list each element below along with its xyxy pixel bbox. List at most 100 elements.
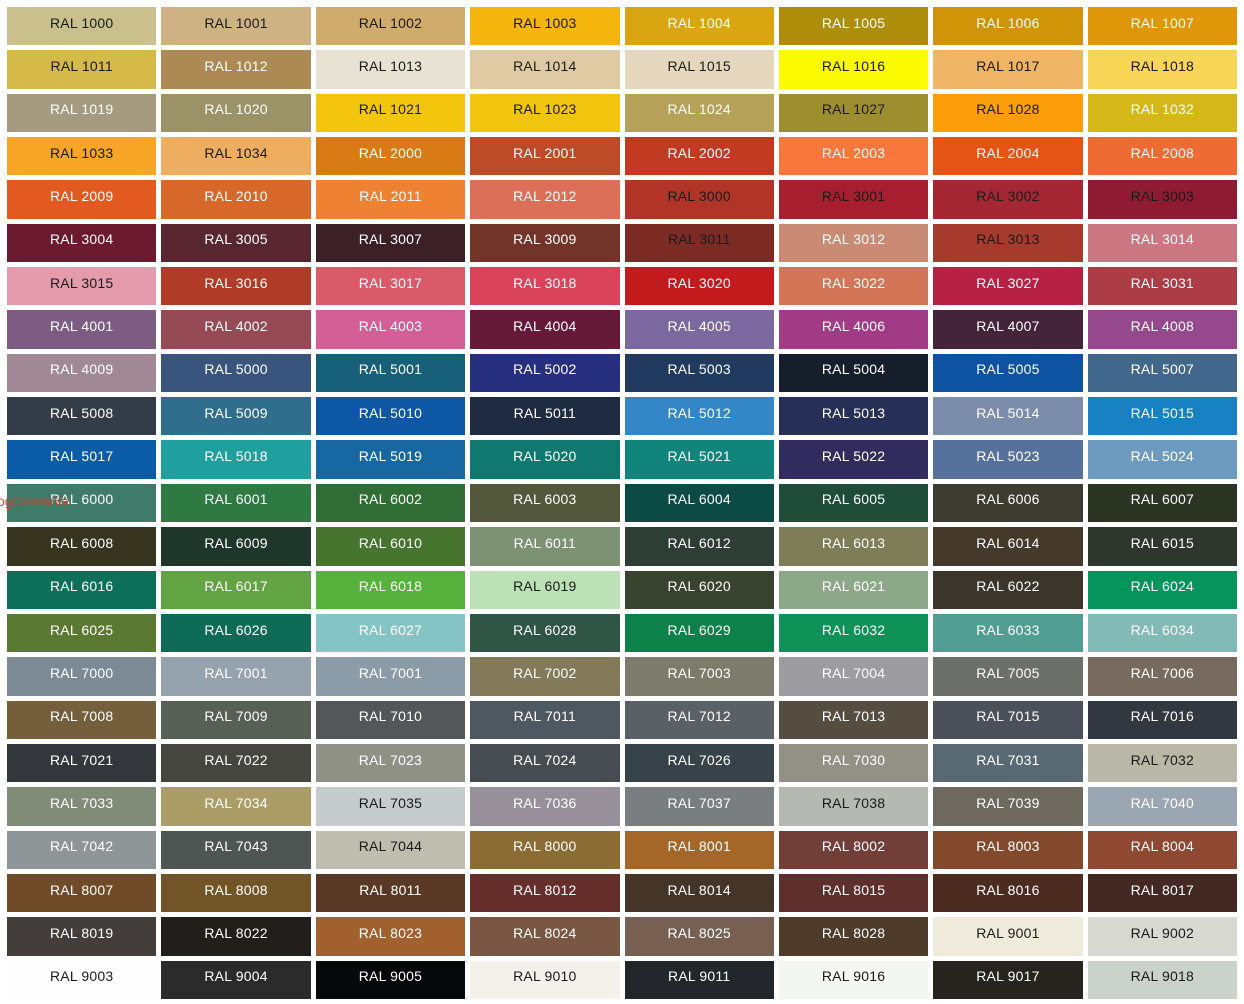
color-swatch: RAL 6009 — [161, 527, 311, 566]
color-swatch: RAL 1023 — [470, 93, 620, 133]
color-swatch: RAL 1012 — [161, 50, 311, 89]
color-swatch: RAL 3009 — [470, 223, 620, 263]
color-swatch: RAL 3027 — [933, 267, 1083, 306]
color-swatch: RAL 6016 — [7, 570, 157, 609]
color-swatch: RAL 4003 — [315, 310, 466, 349]
color-swatch: RAL 7004 — [778, 657, 929, 696]
color-swatch: RAL 3014 — [1087, 223, 1237, 263]
color-swatch: RAL 2008 — [1087, 137, 1237, 176]
color-swatch: RAL 8015 — [778, 873, 929, 913]
color-swatch: RAL 6020 — [624, 570, 774, 609]
color-swatch: RAL 5009 — [161, 397, 311, 436]
color-swatch: RAL 7043 — [161, 830, 311, 869]
color-swatch: RAL 1027 — [778, 93, 929, 133]
color-swatch: RAL 1034 — [161, 137, 311, 176]
color-swatch: RAL 5023 — [933, 440, 1083, 479]
color-swatch: RAL 6034 — [1087, 613, 1237, 653]
color-swatch: RAL 7023 — [315, 743, 466, 783]
color-swatch: RAL 9011 — [624, 960, 774, 999]
color-swatch: RAL 6028 — [470, 613, 620, 653]
color-swatch: RAL 6012 — [624, 527, 774, 566]
color-swatch: RAL 5002 — [470, 353, 620, 393]
color-swatch: RAL 4006 — [778, 310, 929, 349]
color-swatch: RAL 5012 — [624, 397, 774, 436]
color-swatch: RAL 1020 — [161, 93, 311, 133]
color-swatch: RAL 5008 — [7, 397, 157, 436]
color-swatch: RAL 6006 — [933, 483, 1083, 523]
color-swatch: RAL 2000 — [315, 137, 466, 176]
color-swatch: RAL 3011 — [624, 223, 774, 263]
color-swatch: RAL 6029 — [624, 613, 774, 653]
color-swatch: RAL 8001 — [624, 830, 774, 869]
color-swatch: RAL 7002 — [470, 657, 620, 696]
color-swatch: RAL 8000 — [470, 830, 620, 869]
color-swatch: RAL 3017 — [315, 267, 466, 306]
color-swatch: RAL 3031 — [1087, 267, 1237, 306]
color-swatch: RAL 8023 — [315, 917, 466, 956]
color-swatch: RAL 3020 — [624, 267, 774, 306]
color-swatch: RAL 6003 — [470, 483, 620, 523]
color-swatch: RAL 3005 — [161, 223, 311, 263]
color-swatch: RAL 4009 — [7, 353, 157, 393]
color-swatch: RAL 1013 — [315, 50, 466, 89]
color-swatch: RAL 7000 — [7, 657, 157, 696]
color-swatch: RAL 2003 — [778, 137, 929, 176]
color-swatch: RAL 4002 — [161, 310, 311, 349]
color-swatch: RAL 6001 — [161, 483, 311, 523]
color-swatch: RAL 1018 — [1087, 50, 1237, 89]
color-swatch: RAL 1007 — [1087, 7, 1237, 46]
color-swatch: RAL 3018 — [470, 267, 620, 306]
color-swatch: RAL 6007 — [1087, 483, 1237, 523]
color-swatch: RAL 7026 — [624, 743, 774, 783]
color-swatch: RAL 6002 — [315, 483, 466, 523]
color-swatch: RAL 5021 — [624, 440, 774, 479]
color-swatch: RAL 1028 — [933, 93, 1083, 133]
color-swatch: RAL 1017 — [933, 50, 1083, 89]
color-swatch: RAL 6010 — [315, 527, 466, 566]
color-swatch: RAL 7009 — [161, 700, 311, 739]
color-swatch: RAL 6021 — [778, 570, 929, 609]
color-swatch: RAL 7003 — [624, 657, 774, 696]
color-swatch: RAL 6014 — [933, 527, 1083, 566]
color-swatch: RAL 8011 — [315, 873, 466, 913]
color-swatch: RAL 7037 — [624, 787, 774, 826]
color-swatch: RAL 1002 — [315, 7, 466, 46]
color-swatch: RAL 7032 — [1087, 743, 1237, 783]
color-swatch: RAL 3000 — [624, 180, 774, 219]
color-swatch: RAL 5014 — [933, 397, 1083, 436]
color-swatch: RAL 4005 — [624, 310, 774, 349]
color-swatch: RAL 3002 — [933, 180, 1083, 219]
color-swatch: RAL 2011 — [315, 180, 466, 219]
color-swatch: RAL 7008 — [7, 700, 157, 739]
color-swatch: RAL 2010 — [161, 180, 311, 219]
color-swatch: RAL 1006 — [933, 7, 1083, 46]
color-swatch: RAL 7040 — [1087, 787, 1237, 826]
color-swatch: RAL 5011 — [470, 397, 620, 436]
color-swatch: RAL 9010 — [470, 960, 620, 999]
color-swatch: RAL 6019 — [470, 570, 620, 609]
color-swatch: RAL 8007 — [7, 873, 157, 913]
color-swatch: RAL 7031 — [933, 743, 1083, 783]
color-swatch: RAL 6017 — [161, 570, 311, 609]
color-swatch: RAL 7044 — [315, 830, 466, 869]
color-swatch: RAL 3012 — [778, 223, 929, 263]
color-swatch: RAL 2001 — [470, 137, 620, 176]
color-swatch: RAL 6033 — [933, 613, 1083, 653]
color-swatch: RAL 8025 — [624, 917, 774, 956]
color-swatch: RAL 4001 — [7, 310, 157, 349]
color-swatch: RAL 3022 — [778, 267, 929, 306]
color-swatch: RAL 1021 — [315, 93, 466, 133]
color-swatch: RAL 9017 — [933, 960, 1083, 999]
color-swatch: RAL 1001 — [161, 7, 311, 46]
color-swatch: RAL 9005 — [315, 960, 466, 999]
color-swatch: RAL 4007 — [933, 310, 1083, 349]
color-swatch: RAL 6013 — [778, 527, 929, 566]
color-swatch: RAL 2012 — [470, 180, 620, 219]
color-swatch: RAL 9018 — [1087, 960, 1237, 999]
color-swatch: RAL 7038 — [778, 787, 929, 826]
color-swatch: RAL 6022 — [933, 570, 1083, 609]
color-swatch: RAL 5004 — [778, 353, 929, 393]
color-swatch: RAL 1019 — [7, 93, 157, 133]
